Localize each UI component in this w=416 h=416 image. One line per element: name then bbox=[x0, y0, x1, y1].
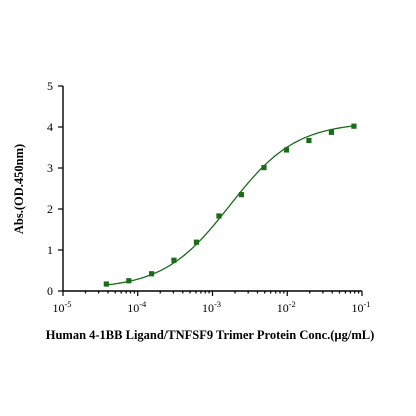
x-tick-label: 10-2 bbox=[277, 299, 296, 315]
data-points-layer bbox=[103, 123, 357, 287]
x-axis-title: Human 4-1BB Ligand/TNFSF9 Trimer Protein… bbox=[46, 328, 375, 342]
chart-axes: 0 1 2 3 4 5 10-5 10-4 10-3 10-2 10-1 bbox=[47, 79, 371, 315]
y-tick-label: 4 bbox=[47, 120, 53, 134]
y-tick-label: 3 bbox=[47, 161, 53, 175]
data-point bbox=[328, 129, 335, 135]
x-tick-label: 10-4 bbox=[127, 299, 147, 315]
data-point bbox=[261, 164, 267, 171]
x-tick-label: 10-5 bbox=[52, 299, 71, 315]
fit-curve-layer bbox=[106, 125, 355, 286]
y-axis-title: Abs.(OD.450nm) bbox=[12, 144, 26, 234]
y-tick-label: 5 bbox=[47, 79, 53, 93]
y-tick-label: 0 bbox=[47, 284, 53, 298]
y-tick-label: 2 bbox=[47, 202, 53, 216]
data-point bbox=[216, 213, 222, 219]
data-point bbox=[306, 137, 312, 144]
y-tick-label: 1 bbox=[47, 243, 53, 257]
x-tick-label: 10-1 bbox=[351, 299, 370, 315]
data-point bbox=[103, 281, 109, 287]
data-point bbox=[193, 239, 200, 245]
x-tick-label: 10-3 bbox=[202, 299, 221, 315]
data-point bbox=[171, 257, 177, 263]
fit-curve bbox=[106, 125, 355, 286]
data-point bbox=[126, 278, 132, 284]
data-point bbox=[238, 192, 245, 198]
data-point bbox=[351, 123, 357, 129]
data-point bbox=[283, 147, 290, 153]
data-point bbox=[148, 271, 155, 277]
